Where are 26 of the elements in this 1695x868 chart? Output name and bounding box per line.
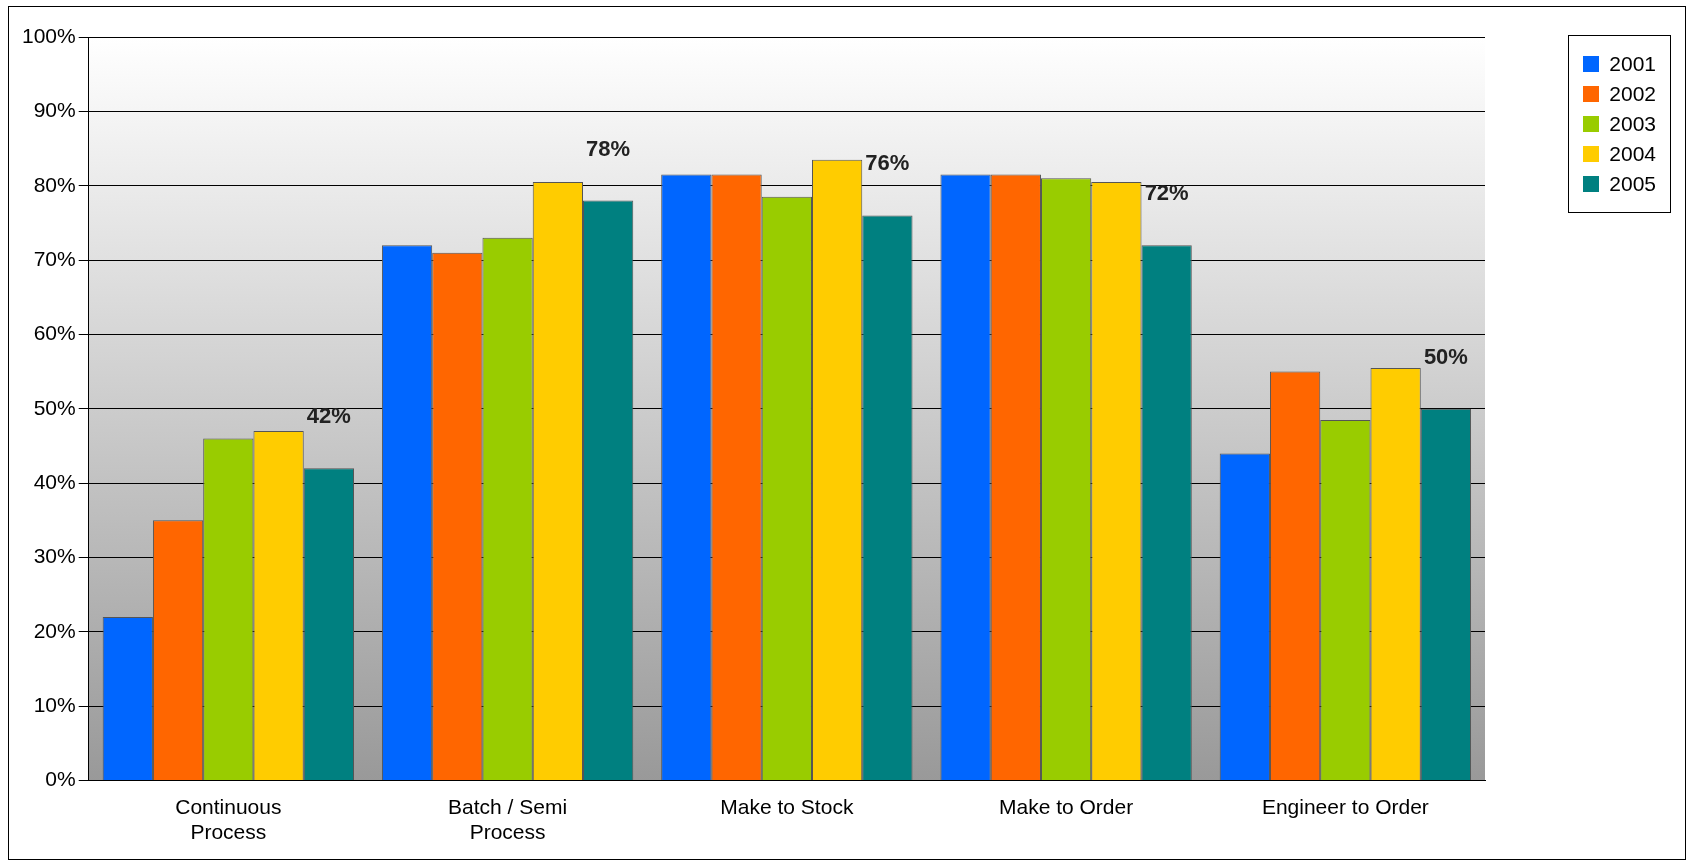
x-tick-label: Batch / Semi Process: [448, 795, 568, 844]
legend-label: 2001: [1609, 52, 1656, 76]
x-tick-label: Make to Order: [999, 795, 1134, 818]
y-tick-label: 100%: [21, 23, 76, 47]
y-tick-label: 80%: [33, 172, 76, 196]
y-tick-label: 30%: [33, 544, 76, 568]
y-tick-label: 60%: [33, 321, 76, 345]
y-tick-label: 0%: [45, 767, 76, 791]
x-tick-label: Continuous Process: [175, 795, 282, 844]
x-tick-label: Make to Stock: [720, 795, 854, 818]
y-tick-label: 20%: [33, 618, 76, 642]
x-tick-label: Engineer to Order: [1261, 795, 1429, 818]
data-label: 42%: [306, 403, 351, 429]
y-tick-label: 10%: [33, 693, 76, 717]
y-tick-label: 70%: [33, 246, 76, 270]
y-tick-label: 50%: [33, 395, 76, 419]
legend-label: 2005: [1609, 172, 1656, 196]
legend-label: 2004: [1609, 142, 1656, 166]
y-tick-label: 90%: [33, 98, 76, 122]
legend-label: 2003: [1609, 112, 1656, 136]
data-label: 76%: [865, 150, 910, 176]
data-label: 72%: [1144, 180, 1189, 206]
data-label: 50%: [1423, 343, 1468, 369]
y-tick-label: 40%: [33, 469, 76, 493]
legend-label: 2002: [1609, 82, 1656, 106]
data-label: 78%: [586, 135, 631, 161]
